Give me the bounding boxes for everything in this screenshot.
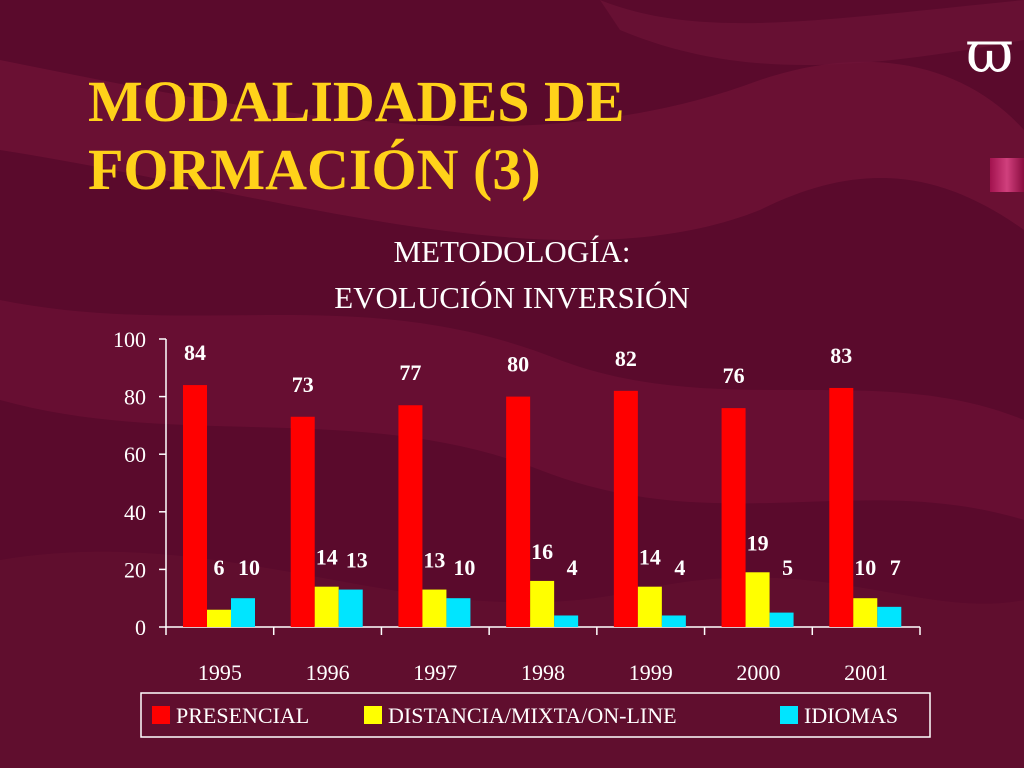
distancia-bar: [637, 586, 662, 627]
x-tick-label: 1995: [198, 660, 242, 685]
idiomas-bar: [877, 606, 902, 627]
idiomas-value-label: 10: [453, 555, 475, 580]
presencial-value-label: 73: [292, 372, 314, 397]
distancia-value-label: 14: [639, 545, 661, 570]
presencial-value-label: 82: [615, 346, 637, 371]
idiomas-value-label: 7: [890, 555, 901, 580]
x-tick-label: 1998: [521, 660, 565, 685]
distancia-value-label: 6: [214, 555, 225, 580]
y-tick-label: 60: [124, 442, 146, 467]
legend: PRESENCIAL DISTANCIA/MIXTA/ON-LINE IDIOMAS: [140, 692, 931, 738]
idiomas-value-label: 5: [782, 555, 793, 580]
y-tick-label: 80: [124, 385, 146, 410]
idiomas-bar: [446, 598, 471, 627]
distancia-bar: [207, 609, 231, 627]
presencial-value-label: 76: [723, 363, 745, 388]
chart-title-line-1: METODOLOGÍA:: [393, 234, 630, 269]
y-tick-label: 100: [113, 327, 146, 352]
distancia-value-label: 19: [747, 530, 769, 555]
presencial-value-label: 84: [184, 340, 206, 365]
idiomas-value-label: 4: [567, 555, 578, 580]
legend-idiomas-swatch: [780, 706, 798, 724]
presencial-value-label: 80: [507, 352, 529, 377]
idiomas-bar: [231, 598, 255, 627]
distancia-value-label: 13: [423, 548, 445, 573]
distancia-bar: [530, 580, 555, 627]
y-tick-label: 0: [135, 615, 146, 640]
distancia-bar: [314, 586, 339, 627]
legend-box: [140, 692, 931, 738]
legend-idiomas-label: IDIOMAS: [804, 703, 898, 728]
legend-presencial-swatch: [152, 706, 170, 724]
idiomas-bar: [769, 612, 794, 627]
decorative-tab: [990, 158, 1024, 192]
y-tick-label: 20: [124, 557, 146, 582]
legend-presencial-label: PRESENCIAL: [176, 703, 309, 728]
logo-icon: ϖ: [966, 18, 1014, 86]
distancia-bar: [853, 598, 878, 627]
slide-title-line-2: FORMACIÓN (3): [88, 137, 541, 202]
slide-title: MODALIDADES DE FORMACIÓN (3): [88, 68, 625, 204]
presencial-bar: [721, 408, 746, 627]
idiomas-bar: [338, 589, 363, 627]
presencial-bar: [183, 385, 207, 627]
x-tick-label: 1997: [413, 660, 457, 685]
idiomas-value-label: 4: [674, 555, 685, 580]
presencial-bar: [398, 405, 423, 627]
distancia-bar: [422, 589, 447, 627]
y-tick-label: 40: [124, 500, 146, 525]
x-tick-label: 1996: [306, 660, 350, 685]
chart-title-line-2: EVOLUCIÓN INVERSIÓN: [334, 280, 690, 315]
distancia-bar: [745, 572, 770, 627]
distancia-value-label: 16: [531, 539, 553, 564]
plot-area: 0 20 40 60 80 100 1995 1996 1997 1998 1999 2000 2001…: [113, 327, 921, 685]
legend-distancia-swatch: [364, 706, 382, 724]
distancia-value-label: 10: [854, 555, 876, 580]
idiomas-value-label: 10: [238, 555, 260, 580]
presencial-value-label: 83: [830, 343, 852, 368]
slide-title-line-1: MODALIDADES DE: [88, 69, 625, 134]
presencial-bar: [506, 396, 531, 627]
x-tick-label: 1999: [629, 660, 673, 685]
presencial-value-label: 77: [399, 360, 421, 385]
presencial-bar: [613, 390, 638, 627]
idiomas-value-label: 13: [346, 548, 368, 573]
x-tick-label: 2000: [736, 660, 780, 685]
idiomas-bar: [554, 615, 579, 627]
legend-distancia-label: DISTANCIA/MIXTA/ON-LINE: [388, 703, 677, 728]
distancia-value-label: 14: [316, 545, 338, 570]
x-tick-label: 2001: [844, 660, 888, 685]
presencial-bar: [829, 387, 854, 627]
idiomas-bar: [661, 615, 686, 627]
presencial-bar: [290, 416, 315, 627]
